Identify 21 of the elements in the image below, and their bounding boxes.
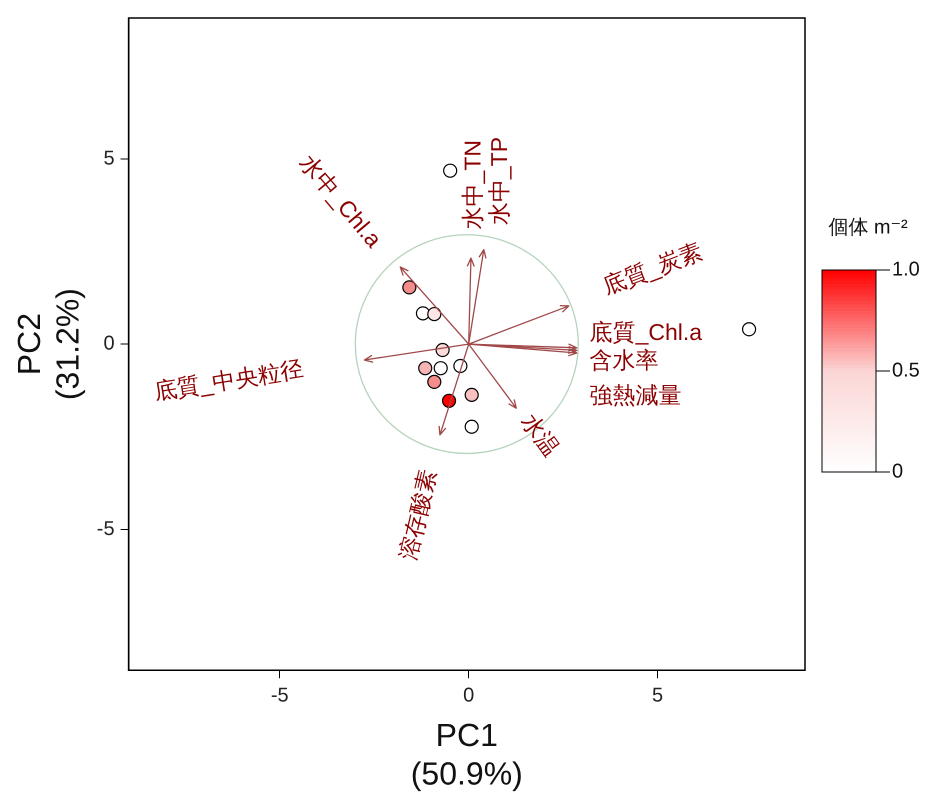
annotation: 水中_TP bbox=[486, 136, 512, 226]
annotation: 含水率 bbox=[590, 347, 659, 374]
x-tick-label: 0 bbox=[463, 684, 474, 707]
annotation: 水温 bbox=[516, 408, 565, 462]
annotation: 水中_TN bbox=[459, 140, 486, 230]
y-axis-title: PC2 (31.2%) bbox=[11, 288, 86, 400]
annotation: 溶存酸素 bbox=[394, 466, 441, 562]
color-bar-label: 1.0 bbox=[892, 258, 920, 281]
annotation: 強熱減量 bbox=[590, 382, 682, 408]
annotation: 底質_中央粒径 bbox=[152, 355, 306, 405]
color-bar-title: 個体 m⁻² bbox=[828, 216, 908, 239]
x-axis-title: PC1 (50.9%) bbox=[410, 717, 523, 792]
annotation: 底質_炭素 bbox=[598, 238, 706, 300]
y-tick-label: 5 bbox=[103, 147, 115, 170]
color-bar-label: 0 bbox=[892, 460, 904, 483]
color-bar-label: 0.5 bbox=[892, 360, 920, 382]
x-tick-label: 5 bbox=[652, 684, 664, 707]
y-tick-label: 0 bbox=[103, 332, 115, 355]
x-tick-label: -5 bbox=[270, 684, 289, 707]
y-tick-label: -5 bbox=[96, 518, 115, 540]
annotation: 底質_Chl.a bbox=[590, 319, 702, 346]
